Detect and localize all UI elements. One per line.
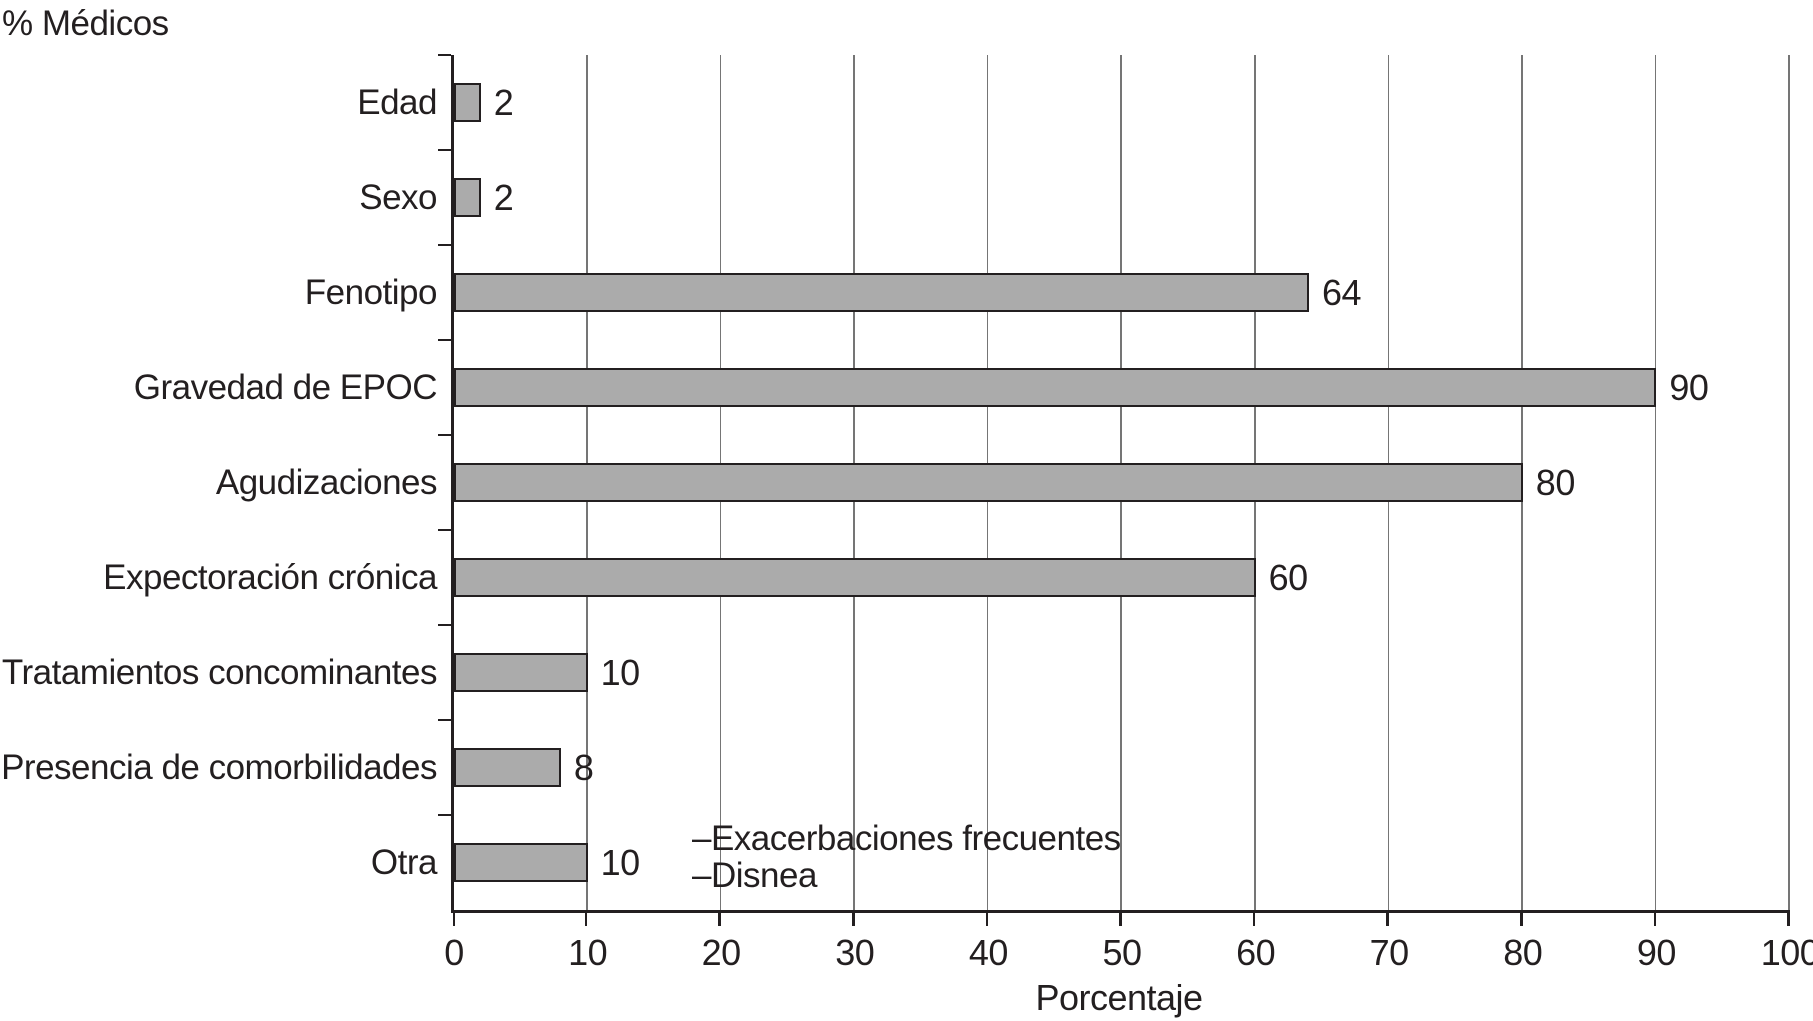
x-axis-tick [852, 913, 855, 926]
category-label: Tratamientos concominantes [1, 652, 438, 692]
value-label: 10 [600, 651, 641, 693]
x-axis-tick [718, 913, 721, 926]
x-axis-tick [1520, 913, 1523, 926]
annotation-line: –Exacerbaciones frecuentes [692, 819, 1121, 858]
value-label: 80 [1535, 461, 1576, 503]
bar-presencia-de-comorbilidades [454, 748, 561, 787]
x-tick-label: 20 [701, 932, 742, 973]
category-label: Otra [370, 842, 438, 882]
bar-expectoraci-n-cr-nica [454, 558, 1256, 597]
x-axis-tick [1386, 913, 1389, 926]
category-label: Gravedad de EPOC [133, 367, 438, 407]
plot-area: Edad 2 Sexo 2 Fenotipo 64 Gravedad de EPOC 90 Ag… [1, 53, 1813, 973]
value-label: 64 [1322, 271, 1362, 313]
x-tick-label: 90 [1636, 932, 1677, 973]
value-label: 60 [1268, 556, 1309, 598]
x-tick-label: 0 [444, 932, 464, 973]
x-axis-tick [1787, 913, 1790, 926]
x-axis-tick [1119, 913, 1122, 926]
gridline [1788, 55, 1790, 910]
x-tick-label: 100 [1760, 932, 1813, 973]
x-axis-label: Porcentaje [1035, 977, 1203, 1018]
bar-otra [454, 843, 588, 882]
bar-fenotipo [454, 273, 1310, 312]
category-label: Presencia de comorbilidades [1, 747, 437, 787]
annotation-note: –Exacerbaciones frecuentes –Disnea [692, 820, 1121, 894]
y-axis-tick [438, 718, 451, 722]
category-label: Agudizaciones [215, 462, 438, 502]
x-tick-label: 10 [568, 932, 608, 973]
x-axis-tick [985, 913, 989, 926]
x-axis-tick [1653, 913, 1657, 926]
value-label: 2 [493, 81, 514, 123]
value-label: 90 [1669, 366, 1709, 408]
x-tick-label: 40 [968, 932, 1009, 973]
y-axis-tick [438, 338, 451, 342]
y-axis-tick [438, 528, 451, 532]
bar-sexo [454, 178, 481, 217]
gridline [1654, 55, 1657, 910]
x-tick-label: 80 [1503, 932, 1543, 973]
y-axis-tick [438, 623, 451, 627]
bar-gravedad-de-epoc [454, 368, 1657, 407]
value-label: 10 [600, 841, 641, 883]
x-tick-label: 30 [835, 932, 875, 973]
y-axis-tick [438, 813, 451, 817]
x-tick-label: 50 [1102, 932, 1142, 973]
x-axis-tick [584, 913, 588, 926]
x-axis-tick [1252, 913, 1256, 926]
y-axis-tick [438, 53, 451, 57]
category-label: Expectoración crónica [103, 557, 437, 597]
y-axis-tick [438, 243, 451, 247]
value-label: 2 [493, 176, 514, 218]
bar-tratamientos-concominantes [454, 653, 588, 692]
bar-edad [454, 83, 481, 122]
annotation-line: –Disnea [692, 856, 817, 895]
x-tick-label: 60 [1236, 932, 1276, 973]
x-tick-label: 70 [1369, 932, 1410, 973]
x-axis-tick [452, 913, 456, 926]
bar-agudizaciones [454, 463, 1523, 502]
category-label: Sexo [359, 177, 437, 217]
y-axis-tick [438, 148, 451, 152]
y-axis-title: % Médicos [2, 4, 169, 43]
category-label: Edad [357, 82, 437, 122]
value-label: 8 [573, 746, 594, 788]
y-axis-tick [438, 433, 451, 437]
category-label: Fenotipo [304, 272, 438, 312]
